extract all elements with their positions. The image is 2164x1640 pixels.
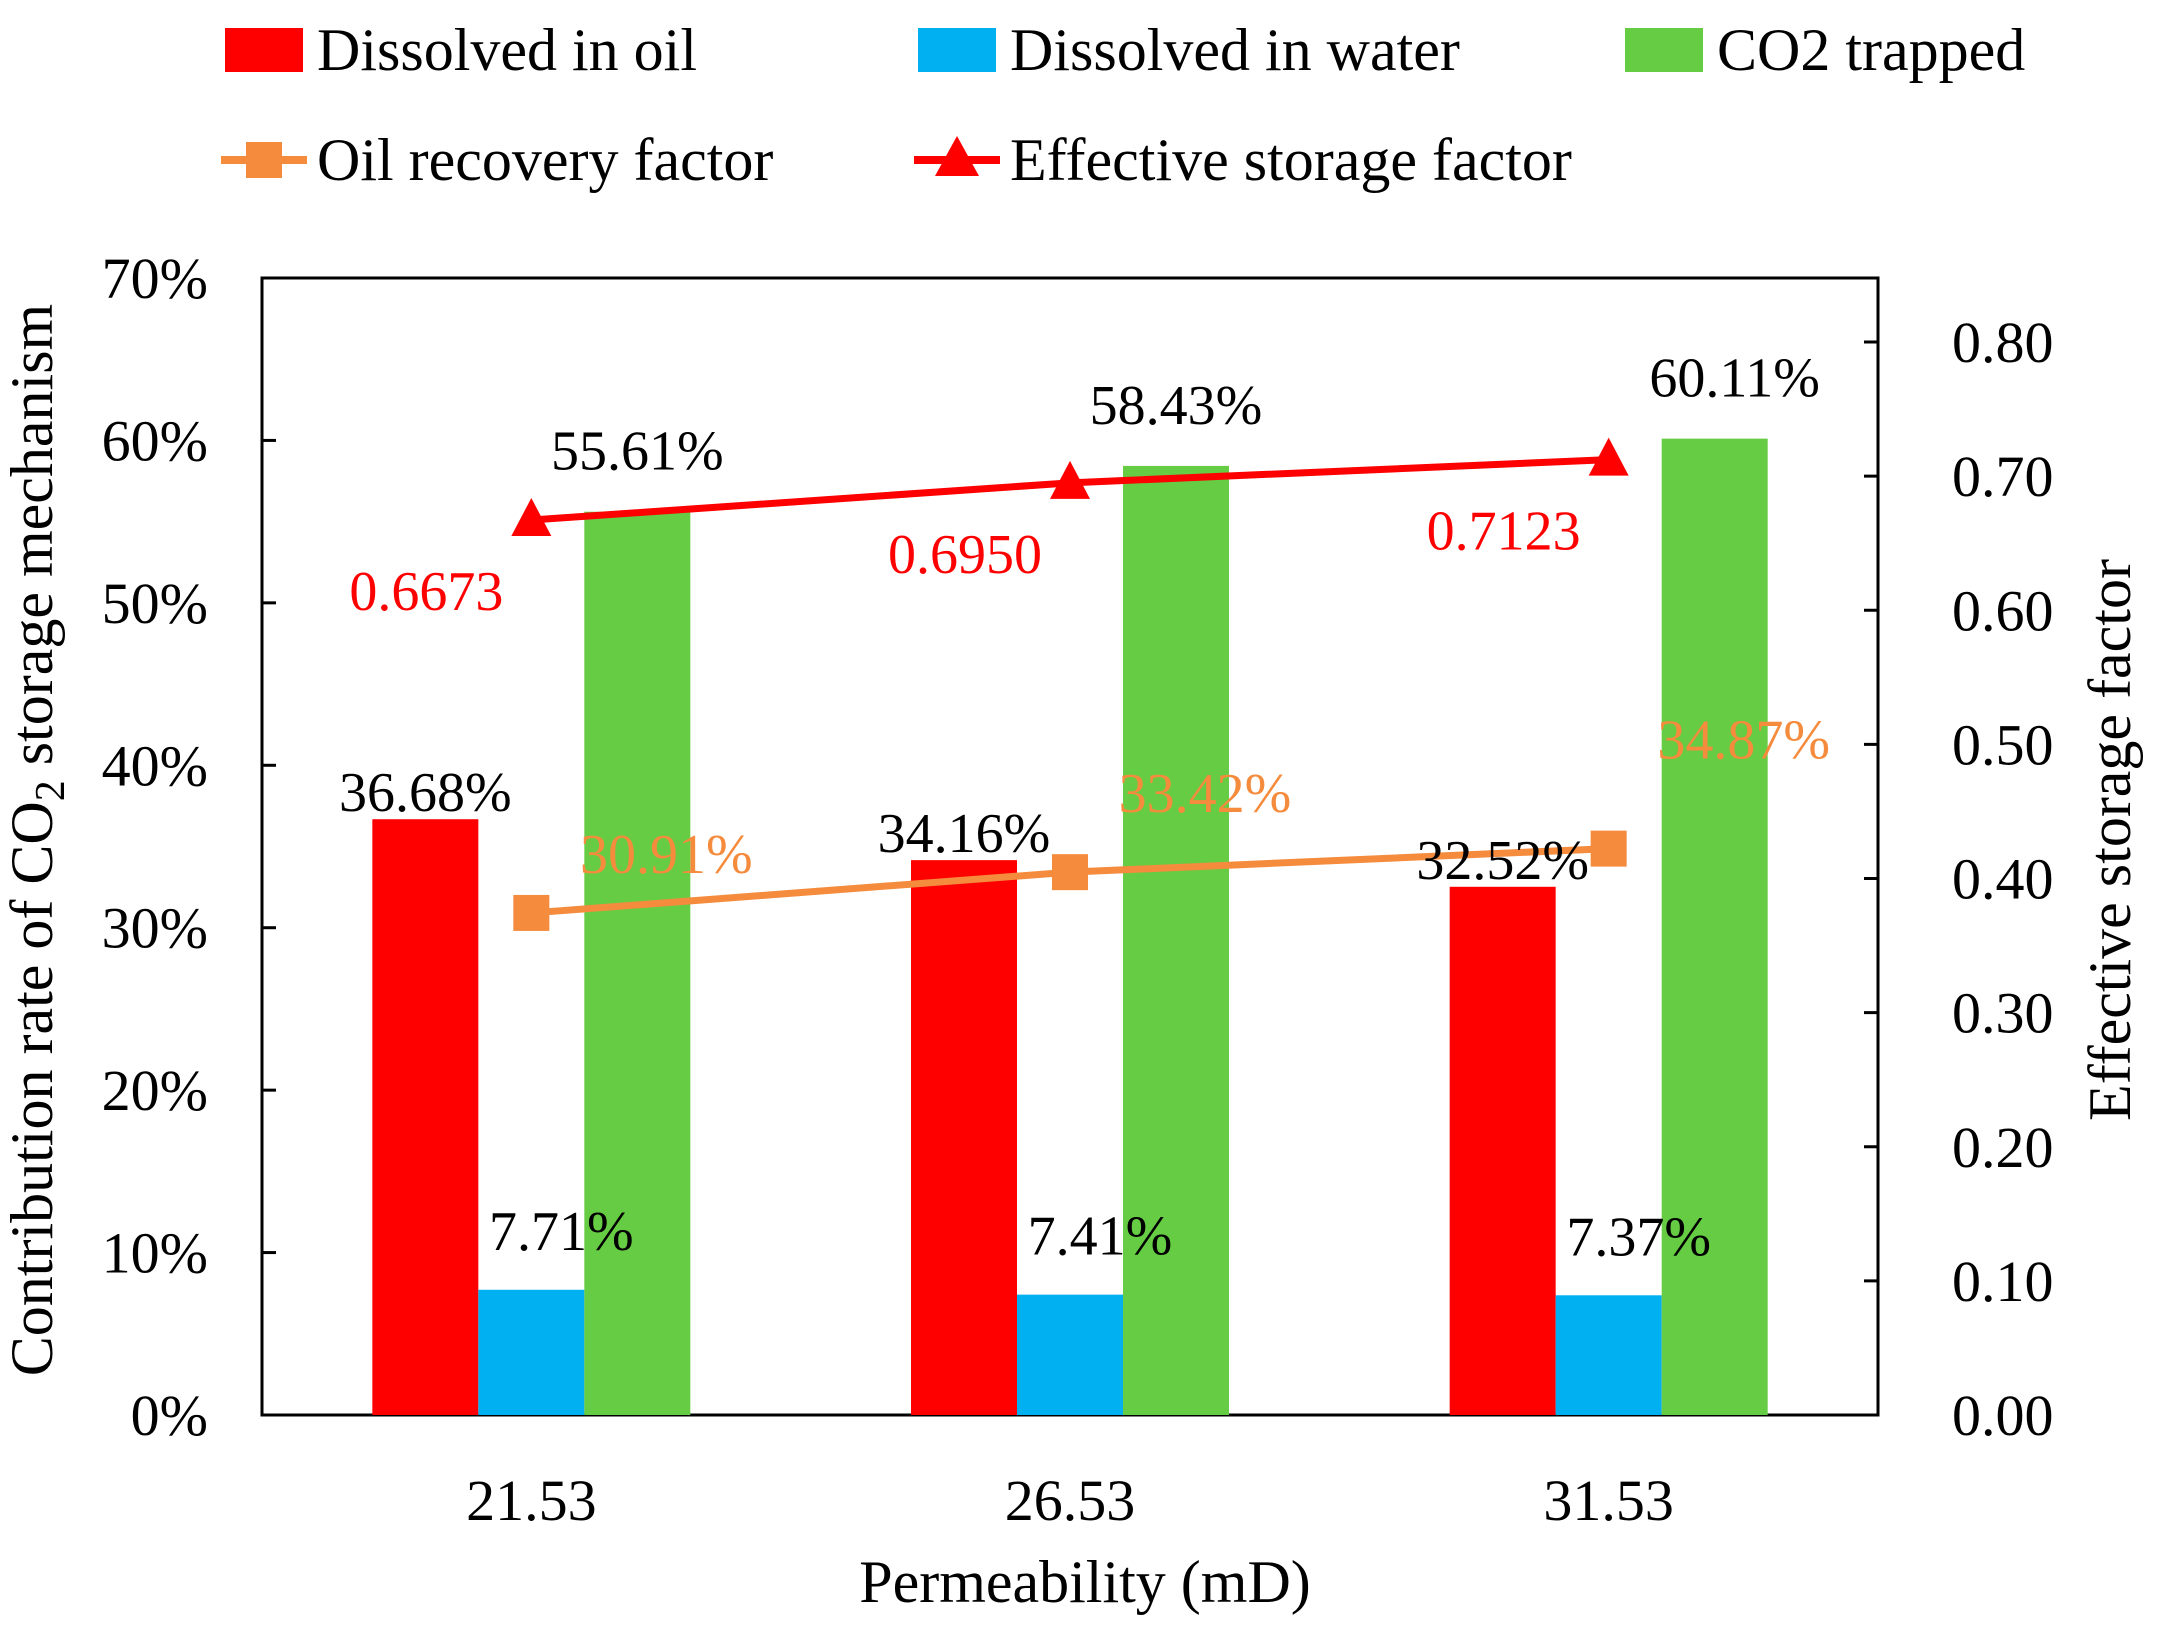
marker-triangle xyxy=(1050,460,1090,499)
y2-tick-label: 0.30 xyxy=(1952,981,2054,1046)
line-data-label: 30.91% xyxy=(580,824,753,886)
y-axis-title-suffix: storage mechanism xyxy=(0,304,65,781)
y2-tick-label: 0.20 xyxy=(1952,1115,2054,1180)
y-tick-label: 40% xyxy=(102,733,208,798)
y-tick-label: 60% xyxy=(102,408,208,473)
bar-dissolved-in-oil xyxy=(911,860,1017,1415)
x-axis-title: Permeability (mD) xyxy=(859,1549,1311,1615)
y2-tick-label: 0.40 xyxy=(1952,847,2054,912)
y2-tick-label: 0.70 xyxy=(1952,444,2054,509)
y-tick-label: 50% xyxy=(102,571,208,636)
legend-label: Dissolved in water xyxy=(1010,17,1460,83)
line-data-label: 0.6673 xyxy=(349,561,503,623)
y-tick-label: 10% xyxy=(102,1221,208,1286)
bar-co2-trapped xyxy=(584,511,691,1415)
y-tick-label: 70% xyxy=(102,246,208,311)
legend: Dissolved in oil Dissolved in water CO2 tr… xyxy=(221,17,2025,193)
legend-marker-square xyxy=(246,142,282,178)
y2-tick-label: 0.10 xyxy=(1952,1249,2054,1314)
bar-data-label: 60.11% xyxy=(1649,348,1820,410)
legend-swatch xyxy=(918,28,996,72)
bar-data-label: 7.71% xyxy=(489,1201,634,1263)
bar-dissolved-in-water xyxy=(1555,1295,1662,1415)
marker-square xyxy=(1052,854,1088,891)
marker-triangle xyxy=(511,497,552,536)
legend-item-co2-trapped: CO2 trapped xyxy=(1625,17,2025,83)
axes: 0% 10% 20% 30% 40% 50% 60% 70% 0.00 0.10 0.20 0.30 0… xyxy=(102,246,2054,1533)
y-axis-title-subscript: 2 xyxy=(28,780,74,801)
bar-co2-trapped xyxy=(1661,438,1768,1415)
bar-data-label: 7.37% xyxy=(1566,1206,1711,1268)
y-axis-title-prefix: Contribution rate of CO xyxy=(0,801,65,1376)
bar-data-label: 55.61% xyxy=(551,421,724,483)
bar-dissolved-in-water xyxy=(478,1289,585,1415)
y2-tick-label: 0.60 xyxy=(1952,578,2054,643)
legend-label: Oil recovery factor xyxy=(317,127,773,193)
y2-tick-label: 0.80 xyxy=(1952,310,2054,375)
legend-swatch xyxy=(225,28,303,72)
bar-dissolved-in-water xyxy=(1017,1294,1123,1415)
y-tick-label: 20% xyxy=(102,1058,208,1123)
legend-item-effective-storage-factor: Effective storage factor xyxy=(914,127,1572,193)
bar-data-label: 32.52% xyxy=(1416,830,1589,892)
marker-square xyxy=(1590,830,1627,867)
legend-item-dissolved-in-oil: Dissolved in oil xyxy=(225,17,697,83)
legend-swatch xyxy=(1625,28,1703,72)
y-tick-label: 0% xyxy=(131,1383,208,1448)
legend-label: Effective storage factor xyxy=(1010,127,1572,193)
data-labels: 36.68% 34.16% 32.52% 7.71% 7.41% 7.37% 55.61% 5… xyxy=(339,348,1830,1269)
x-tick-label: 31.53 xyxy=(1543,1468,1674,1533)
y2-tick-label: 0.50 xyxy=(1952,712,2054,777)
legend-label: Dissolved in oil xyxy=(317,17,697,83)
y2-tick-label: 0.00 xyxy=(1952,1383,2054,1448)
line-data-label: 0.7123 xyxy=(1427,501,1581,563)
y2-axis-title: Effective storage factor xyxy=(2077,559,2143,1121)
bar-data-label: 58.43% xyxy=(1090,375,1263,437)
bar-data-label: 7.41% xyxy=(1028,1206,1173,1268)
bars xyxy=(372,438,1768,1415)
legend-item-dissolved-in-water: Dissolved in water xyxy=(918,17,1460,83)
line-data-label: 34.87% xyxy=(1657,710,1830,772)
line-data-label: 33.42% xyxy=(1119,763,1292,825)
bar-data-label: 34.16% xyxy=(878,803,1051,865)
line-data-label: 0.6950 xyxy=(888,524,1042,586)
y-tick-label: 30% xyxy=(102,896,208,961)
x-tick-label: 26.53 xyxy=(1005,1468,1136,1533)
legend-marker-triangle xyxy=(935,136,979,176)
legend-label: CO2 trapped xyxy=(1717,17,2025,83)
bar-dissolved-in-oil xyxy=(372,819,479,1415)
bar-dissolved-in-oil xyxy=(1449,886,1556,1415)
marker-triangle xyxy=(1588,437,1629,476)
y-axis-title: Contribution rate of CO2 storage mechani… xyxy=(0,304,74,1376)
x-tick-label: 21.53 xyxy=(466,1468,597,1533)
lines xyxy=(511,437,1629,931)
marker-square xyxy=(513,894,550,931)
legend-item-oil-recovery-factor: Oil recovery factor xyxy=(221,127,773,193)
bar-co2-trapped xyxy=(1123,465,1229,1415)
bar-data-label: 36.68% xyxy=(339,762,512,824)
